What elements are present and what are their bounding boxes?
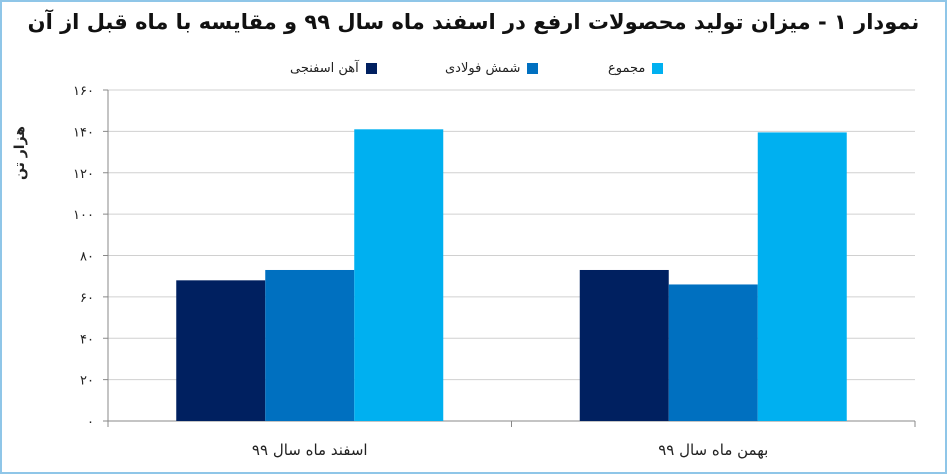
legend-swatch-steel-billet xyxy=(527,62,539,74)
y-tick-label: ۱۲۰ xyxy=(73,167,94,182)
chart-title: نمودار ۱ - میزان تولید محصولات ارفع در ا… xyxy=(27,10,920,34)
legend-swatch-total xyxy=(652,62,664,74)
x-category-label: بهمن ماه سال ۹۹ xyxy=(658,441,768,459)
bar xyxy=(176,280,266,421)
bar xyxy=(265,269,355,421)
legend: آهن اسفنجی شمش فولادی مجموع xyxy=(0,58,947,78)
y-tick-label: ۲۰ xyxy=(80,374,94,389)
bar xyxy=(579,269,669,421)
x-category-label: اسفند ماه سال ۹۹ xyxy=(252,441,368,459)
y-tick-label: ۱۶۰ xyxy=(73,84,94,99)
legend-item-sponge-iron: آهن اسفنجی xyxy=(290,58,377,78)
legend-item-total: مجموع xyxy=(608,58,664,78)
bar xyxy=(757,132,847,422)
y-tick-label: ۰ xyxy=(87,415,94,430)
legend-swatch-sponge-iron xyxy=(365,62,377,74)
y-tick-label: ۶۰ xyxy=(80,291,94,306)
legend-label-steel-billet: شمش فولادی xyxy=(445,60,521,76)
y-tick-label: ۸۰ xyxy=(80,250,94,265)
legend-item-steel-billet: شمش فولادی xyxy=(445,58,539,78)
legend-label-sponge-iron: آهن اسفنجی xyxy=(290,60,359,76)
bar xyxy=(354,129,444,421)
y-tick-label: ۱۴۰ xyxy=(73,125,94,140)
bar xyxy=(668,284,758,421)
y-tick-label: ۴۰ xyxy=(80,332,94,347)
legend-label-total: مجموع xyxy=(608,60,646,76)
y-tick-label: ۱۰۰ xyxy=(73,208,94,223)
